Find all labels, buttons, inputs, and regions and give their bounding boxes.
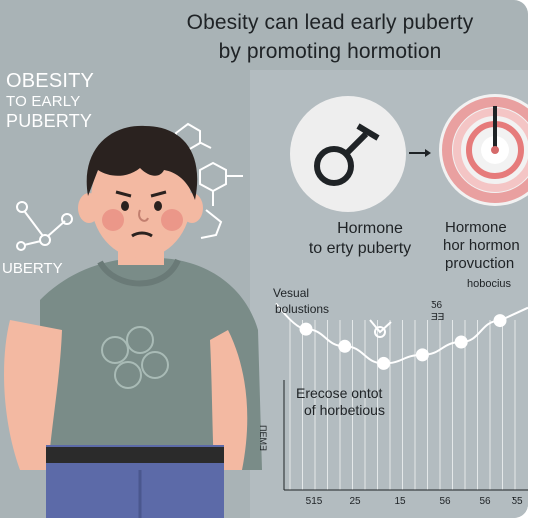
molecule-left-icon: [16, 122, 243, 251]
left-side-label: OBESITY TO EARLY PUBERTY: [6, 70, 94, 131]
right-cheek: [161, 209, 183, 231]
left-side-puberty: UBERTY: [2, 260, 63, 277]
small-molecule-icon: [369, 319, 392, 338]
left-label-small: TO EARLY: [6, 93, 81, 110]
left-eyebrow: [115, 190, 132, 198]
right-eye: [154, 201, 162, 211]
left-label-big: OBESITY: [6, 70, 95, 92]
hair: [86, 125, 198, 200]
right-ear: [181, 193, 203, 223]
visual-note: Vesual bolustions: [273, 285, 329, 317]
left-hormone-line-2: to erty puberty: [308, 240, 412, 257]
chart-y-label: ΠΕΜƎ: [258, 425, 268, 452]
chart-x-tick-label: 25: [349, 496, 361, 507]
male-symbol-icon: [314, 123, 380, 186]
chart-point: [377, 356, 391, 370]
page-title: Obesity can lead early puberty by promot…: [130, 8, 528, 66]
chart-points: [299, 314, 507, 370]
chart-note-line-2: of horbetious: [304, 402, 385, 418]
belt: [46, 447, 224, 463]
shirt-molecule-icon: [101, 326, 169, 389]
nose: [138, 209, 149, 222]
left-hormone-label: Hormone to erty puberty: [304, 219, 436, 259]
chart-point: [338, 339, 352, 353]
top-tick-a: Ƽ6: [431, 300, 443, 311]
small-note: hobocius: [467, 278, 512, 290]
chart-note: Erecose ontot of horbetious: [296, 385, 385, 419]
right-arm: [210, 330, 248, 470]
left-cheek: [102, 209, 124, 231]
chart-point: [454, 335, 468, 349]
visual-note-line-1: Vesual: [273, 286, 310, 300]
left-arm: [4, 320, 62, 470]
chart-point: [493, 314, 507, 328]
right-hormone-line-1: Hormone: [445, 219, 507, 236]
title-line-2: by promoting hormotion: [218, 40, 442, 63]
title-line-1: Obesity can lead early puberty: [186, 11, 474, 34]
visual-note-line-2: bolustions: [275, 302, 330, 316]
hormone-gauge-icon: [439, 94, 528, 206]
chart-point: [299, 322, 313, 336]
left-label-mid: PUBERTY: [6, 111, 93, 131]
left-ear: [78, 193, 100, 223]
chart-point: [415, 348, 429, 362]
chart: [275, 302, 528, 491]
shirt-shape: [40, 257, 262, 470]
arrow-icon: [425, 149, 431, 157]
chart-x-tick-label: 15: [394, 496, 406, 507]
right-hormone-line-2: hor hormon: [443, 237, 520, 254]
right-hormone-label: Hormone hor hormon provuction: [443, 219, 528, 273]
left-eye: [121, 201, 129, 211]
chart-x-tick-label: 56: [479, 496, 491, 507]
chart-x-tick-label: 515: [305, 496, 323, 507]
top-tick-b: ƎƎ: [431, 312, 445, 323]
mouth: [131, 231, 153, 238]
chart-x-tick-label: 56: [439, 496, 451, 507]
right-hormone-line-3: provuction: [445, 255, 515, 272]
left-hormone-line-1: Hormone: [337, 220, 403, 237]
right-eyebrow: [150, 190, 167, 198]
chart-x-tick-label: Ƽ5: [511, 496, 523, 507]
shirt-collar: [97, 258, 181, 287]
chart-note-line-1: Erecose ontot: [296, 385, 383, 401]
